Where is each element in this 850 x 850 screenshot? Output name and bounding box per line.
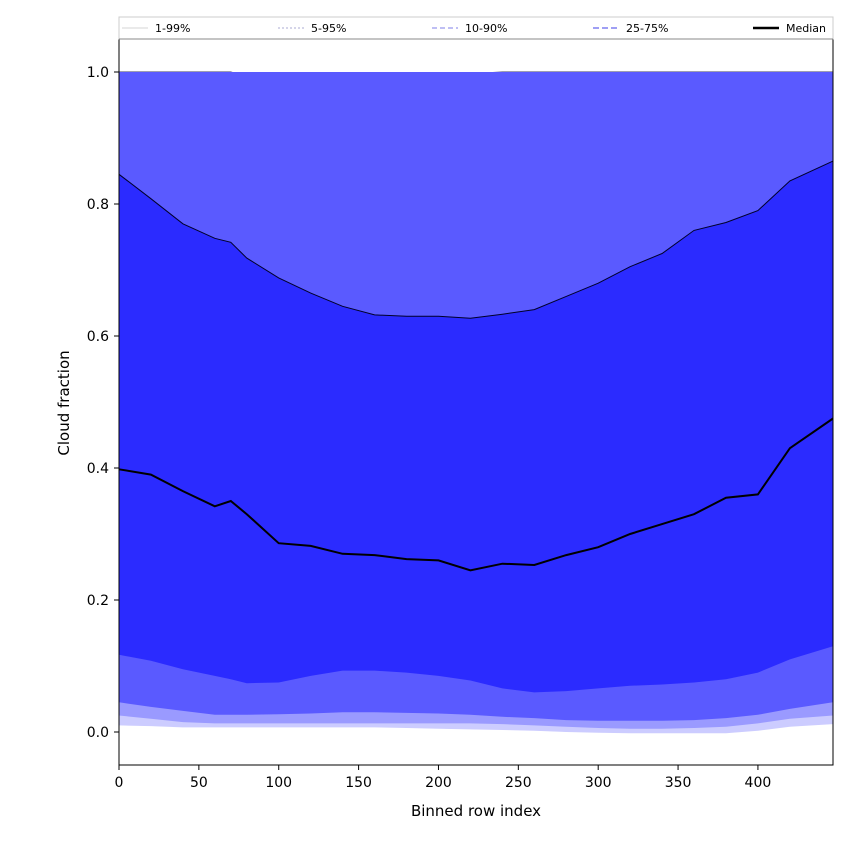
y-tick-label: 0.8 — [87, 197, 109, 213]
x-tick-label: 300 — [585, 775, 612, 791]
legend-label-p25_75: 25-75% — [626, 22, 668, 35]
x-tick-label: 400 — [745, 775, 772, 791]
y-tick-label: 0.2 — [87, 593, 109, 609]
legend: 1-99% 5-95% 10-90% 25-75% Median — [118, 16, 834, 40]
y-axis-label: Cloud fraction — [55, 350, 73, 455]
band-25-75-upper-edge — [118, 160, 834, 319]
x-tick-label: 250 — [505, 775, 532, 791]
x-axis: 0 50 100 150 200 250 300 350 400 — [115, 765, 772, 791]
x-tick-label: 350 — [665, 775, 692, 791]
legend-label-p5_95: 5-95% — [311, 22, 346, 35]
x-tick-label: 150 — [345, 775, 372, 791]
y-tick-label: 1.0 — [87, 65, 109, 81]
y-tick-label: 0.6 — [87, 329, 109, 345]
x-tick-label: 0 — [115, 775, 124, 791]
plot-area — [118, 71, 834, 734]
x-axis-label: Binned row index — [411, 802, 541, 820]
legend-label-p1_99: 1-99% — [155, 22, 190, 35]
x-tick-label: 200 — [425, 775, 452, 791]
band-25-75 — [119, 161, 833, 693]
median-line — [118, 417, 834, 572]
x-tick-label: 50 — [190, 775, 208, 791]
y-tick-label: 0.4 — [87, 461, 109, 477]
y-tick-label: 0.0 — [87, 725, 109, 741]
x-tick-label: 100 — [265, 775, 292, 791]
y-axis: 0.0 0.2 0.4 0.6 0.8 1.0 — [87, 65, 119, 741]
legend-label-median: Median — [786, 22, 826, 35]
legend-label-p10_90: 10-90% — [465, 22, 507, 35]
